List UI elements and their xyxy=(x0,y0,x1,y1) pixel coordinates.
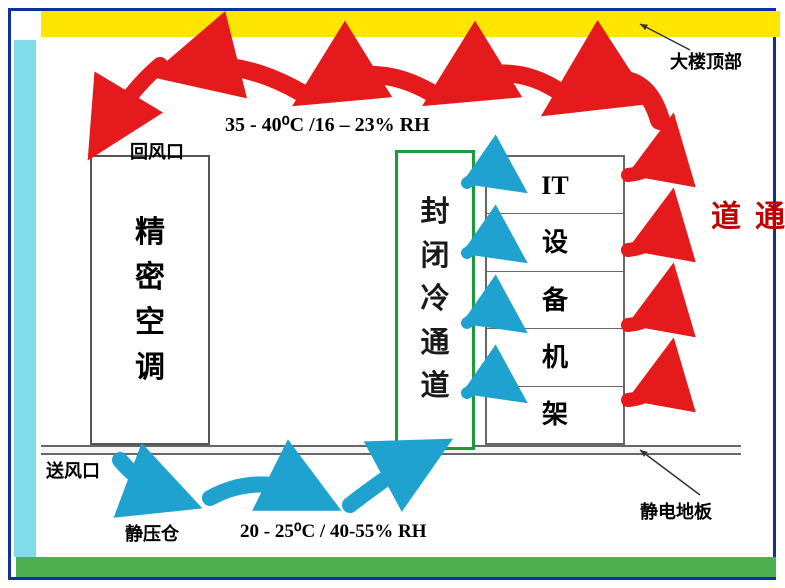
airflow-arrows xyxy=(0,0,785,588)
